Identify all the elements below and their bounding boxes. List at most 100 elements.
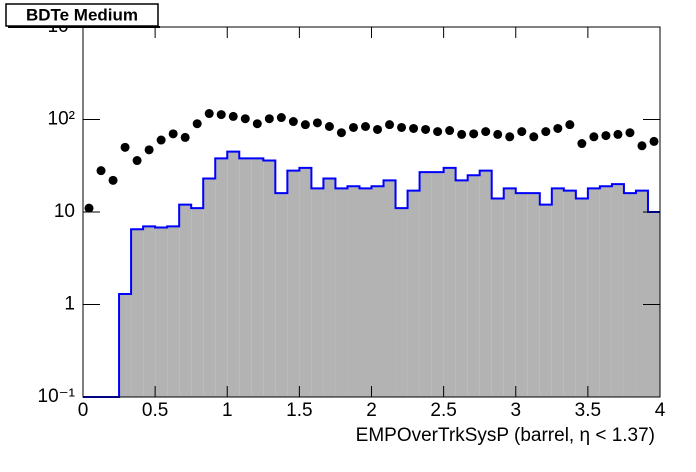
data-point: [192, 119, 202, 129]
hist-bar: [395, 208, 408, 397]
data-point: [613, 129, 623, 139]
x-tick-label: 0.5: [142, 400, 168, 421]
hist-bar: [359, 188, 372, 397]
data-point: [553, 123, 563, 133]
data-point: [108, 175, 118, 185]
hist-bar: [299, 167, 312, 397]
hist-bar: [419, 172, 432, 397]
data-point: [324, 122, 334, 132]
hist-bar: [479, 170, 492, 397]
data-point: [216, 110, 226, 120]
hist-bar: [383, 180, 396, 397]
y-tick-label: 10: [54, 201, 75, 222]
x-tick-label: 3: [510, 400, 521, 421]
data-point: [240, 114, 250, 124]
hist-bar: [551, 188, 564, 397]
data-point: [156, 135, 166, 145]
hist-bar: [251, 158, 264, 397]
data-point: [168, 129, 178, 139]
data-point: [481, 127, 491, 137]
chart-title: BDTe Medium: [26, 5, 138, 24]
hist-bar: [623, 193, 636, 397]
y-tick-label: 10⁻¹: [38, 386, 76, 407]
data-point: [433, 127, 443, 137]
hist-bar: [575, 198, 588, 397]
hist-bar: [119, 293, 132, 397]
hist-bar: [335, 188, 348, 397]
hist-outline: [83, 150, 660, 398]
hist-bar: [275, 193, 288, 397]
hist-bar: [491, 198, 504, 397]
data-point: [312, 118, 322, 128]
hist-bar: [131, 229, 144, 397]
data-point: [397, 122, 407, 132]
data-point: [649, 136, 659, 146]
hist-bar: [407, 190, 420, 397]
data-point: [84, 203, 94, 213]
y-tick-label: 10²: [48, 109, 75, 130]
data-point: [469, 129, 479, 139]
hist-bar: [323, 178, 336, 397]
data-point: [264, 114, 274, 124]
data-point: [637, 141, 647, 151]
data-point: [409, 123, 419, 133]
data-point: [348, 122, 358, 132]
hist-bar: [443, 167, 456, 397]
data-point: [288, 117, 298, 127]
data-point: [493, 129, 503, 139]
x-axis-label: EMPOverTrkSysP (barrel, η < 1.37): [356, 425, 655, 446]
data-point: [373, 124, 383, 134]
data-point: [589, 132, 599, 142]
hist-bar: [203, 178, 216, 397]
hist-bar: [563, 190, 576, 397]
hist-bar: [431, 172, 444, 397]
hist-bar: [611, 184, 624, 397]
data-point: [228, 111, 238, 121]
hist-bar: [503, 188, 516, 397]
hist-bar: [191, 208, 204, 397]
y-tick-label: 1: [64, 294, 75, 315]
data-point: [336, 128, 346, 138]
hist-bar: [371, 186, 384, 397]
data-point: [204, 109, 214, 119]
x-tick-label: 4: [655, 400, 666, 421]
data-point: [529, 132, 539, 142]
hist-bar: [635, 190, 648, 397]
data-point: [385, 120, 395, 130]
hist-bar: [515, 193, 528, 397]
data-point: [577, 139, 587, 149]
x-tick-label: 3.5: [575, 400, 601, 421]
hist-bar: [539, 204, 552, 397]
data-point: [505, 132, 515, 142]
x-tick-label: 1.5: [286, 400, 312, 421]
hist-bar: [239, 158, 252, 397]
hist-bar: [287, 170, 300, 397]
hist-bar: [227, 151, 240, 397]
x-tick-label: 2.5: [430, 400, 456, 421]
hist-bar: [215, 158, 228, 397]
data-point: [132, 156, 142, 166]
hist-bar: [179, 204, 192, 397]
hist-bar: [311, 188, 324, 397]
hist-bar: [263, 160, 276, 397]
data-point: [625, 128, 635, 138]
hist-bar: [587, 188, 600, 397]
x-tick-label: 2: [366, 400, 377, 421]
hist-bar: [455, 180, 468, 397]
data-point: [180, 132, 190, 142]
data-point: [421, 124, 431, 134]
data-point: [96, 166, 106, 176]
hist-bar: [527, 193, 540, 397]
hist-bar: [347, 186, 360, 397]
hist-bar: [599, 186, 612, 397]
data-point: [252, 119, 262, 129]
x-tick-label: 1: [222, 400, 233, 421]
data-point: [457, 129, 467, 139]
data-point: [517, 127, 527, 137]
hist-bar: [155, 227, 168, 397]
data-point: [144, 145, 154, 155]
x-tick-label: 0: [78, 400, 89, 421]
data-point: [601, 131, 611, 141]
data-point: [276, 113, 286, 123]
hist-bar: [143, 226, 156, 397]
